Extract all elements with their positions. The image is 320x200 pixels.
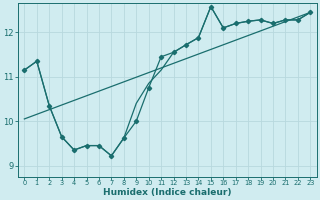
- X-axis label: Humidex (Indice chaleur): Humidex (Indice chaleur): [103, 188, 232, 197]
